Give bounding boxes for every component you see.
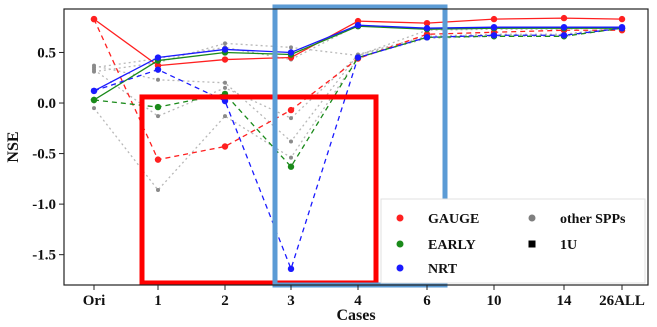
series-line-early-1u xyxy=(93,25,622,101)
x-tick-label: 2 xyxy=(221,293,229,309)
data-point-nrt xyxy=(423,25,431,32)
data-point-gauge xyxy=(154,156,162,163)
x-tick-label: 10 xyxy=(487,293,502,309)
legend-marker-circle xyxy=(396,264,404,272)
data-point-gauge xyxy=(287,106,295,114)
x-tick-label: 14 xyxy=(557,293,573,309)
series-line-early-other-spps xyxy=(93,27,623,168)
data-point-nrt xyxy=(423,34,431,41)
data-point-nrt xyxy=(354,54,362,61)
data-point-early xyxy=(90,96,98,104)
other-spp-point xyxy=(92,106,96,111)
data-point-nrt xyxy=(154,66,162,73)
y-axis-label: NSE xyxy=(5,131,22,162)
other-spp-point xyxy=(289,116,293,121)
other-spp-point xyxy=(289,155,293,160)
data-point-nrt xyxy=(154,54,162,61)
legend-marker-circle xyxy=(396,240,404,248)
x-tick-label: 26ALL xyxy=(599,293,645,309)
other-spp-point xyxy=(289,139,293,144)
data-point-gauge xyxy=(560,14,568,22)
legend-box xyxy=(380,198,646,284)
data-point-nrt xyxy=(490,32,498,39)
x-tick-label: Ori xyxy=(83,293,106,309)
legend-label: NRT xyxy=(428,262,458,277)
legend-label: EARLY xyxy=(428,238,476,253)
data-point-gauge xyxy=(490,15,498,23)
other-spp-point xyxy=(223,80,227,85)
data-point-nrt xyxy=(221,46,229,53)
other-spp-dotted-line-2 xyxy=(93,26,623,119)
legend-label: 1U xyxy=(560,238,577,253)
data-point-gauge xyxy=(221,56,229,63)
other-spp-dotted-line-1 xyxy=(93,26,623,143)
data-point-nrt xyxy=(560,23,568,31)
data-point-gauge xyxy=(423,19,431,27)
data-point-nrt xyxy=(287,265,295,273)
data-point-early xyxy=(154,103,162,111)
y-tick-label: 0.5 xyxy=(37,45,56,61)
other-spp-point xyxy=(223,41,227,46)
legend-marker-square xyxy=(528,240,536,248)
data-point-nrt xyxy=(287,49,295,56)
series-line-gauge-other-spps xyxy=(93,18,622,161)
data-point-gauge xyxy=(221,143,229,150)
data-point-nrt xyxy=(618,23,626,31)
legend-label: other SPPs xyxy=(560,212,626,227)
y-tick-label: 0.0 xyxy=(37,96,56,112)
x-tick-label: 4 xyxy=(354,293,362,309)
data-point-nrt xyxy=(490,23,498,31)
y-tick-label: -1.5 xyxy=(32,248,56,264)
y-tick-label: -0.5 xyxy=(32,147,56,163)
other-spp-point xyxy=(92,65,96,70)
data-point-early xyxy=(287,163,295,170)
axes-frame xyxy=(63,8,649,286)
legend-label: GAUGE xyxy=(428,212,479,227)
other-spp-point xyxy=(156,114,160,119)
data-point-nrt xyxy=(560,32,568,39)
ticks: 0.5 0.0 -0.5 -1.0 -1.5 Ori 1 2 3 4 6 10 14 26ALL xyxy=(32,45,645,309)
x-axis-label: Cases xyxy=(336,307,375,324)
x-tick-label: 1 xyxy=(154,293,162,309)
highlight-box-1 xyxy=(139,94,379,286)
other-spp-point xyxy=(289,45,293,50)
data-point-gauge xyxy=(90,15,98,23)
other-spp-point xyxy=(92,69,96,74)
other-spp-point xyxy=(156,187,160,192)
other-spp-point xyxy=(223,85,227,90)
x-tick-label: 6 xyxy=(423,293,431,309)
legend-marker-circle xyxy=(396,214,404,222)
data-point-gauge xyxy=(618,15,626,23)
other-spp-point xyxy=(156,77,160,82)
data-point-nrt xyxy=(90,87,98,95)
other-spp-dotted-line-4 xyxy=(93,26,623,73)
legend: GAUGE other SPPs EARLY 1U NRT xyxy=(380,198,646,284)
data-point-nrt xyxy=(354,21,362,29)
legend-marker-circle xyxy=(528,214,536,222)
other-spp-point xyxy=(223,114,227,119)
x-tick-label: 3 xyxy=(287,293,295,309)
y-tick-label: -1.0 xyxy=(32,197,56,213)
